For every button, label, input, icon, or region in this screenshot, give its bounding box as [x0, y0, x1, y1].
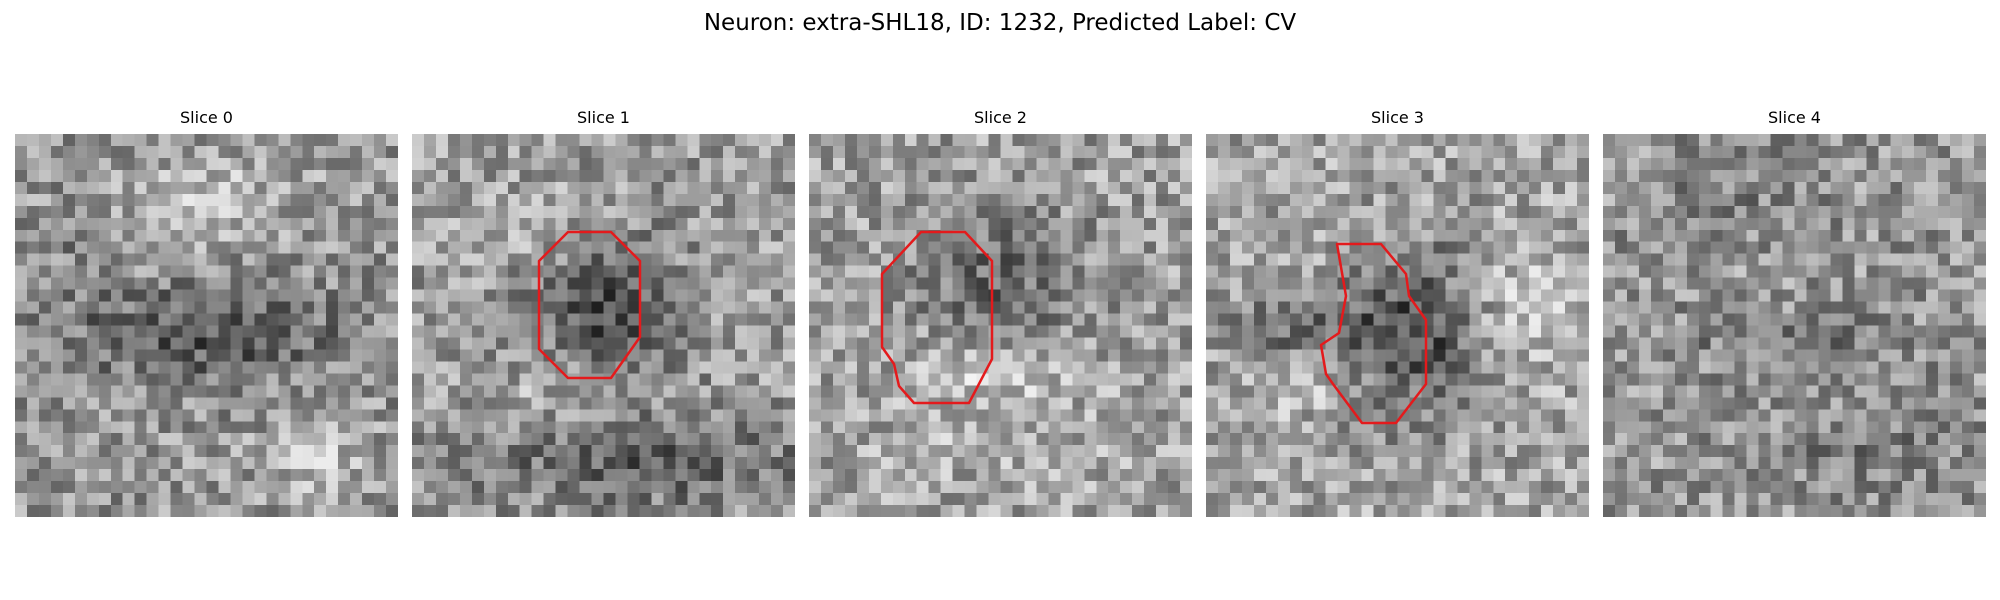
slice-image-2 [809, 134, 1192, 517]
slice-title-1: Slice 1 [412, 108, 795, 128]
slice-svg-3 [1206, 134, 1589, 517]
slice-panel-3: Slice 3 [1206, 108, 1589, 128]
slice-image-0 [15, 134, 398, 517]
slice-title-0: Slice 0 [15, 108, 398, 128]
slice-panel-1: Slice 1 [412, 108, 795, 128]
slice-image-4 [1603, 134, 1986, 517]
pixel-grid [15, 134, 398, 517]
slice-svg-2 [809, 134, 1192, 517]
pixel-grid [1206, 134, 1589, 517]
pixel-grid [1603, 134, 1986, 517]
slice-title-4: Slice 4 [1603, 108, 1986, 128]
pixel-grid [412, 134, 795, 517]
slice-panel-2: Slice 2 [809, 108, 1192, 128]
slice-title-2: Slice 2 [809, 108, 1192, 128]
figure-title: Neuron: extra-SHL18, ID: 1232, Predicted… [0, 8, 2000, 38]
slice-title-3: Slice 3 [1206, 108, 1589, 128]
slice-image-1 [412, 134, 795, 517]
pixel-grid [809, 134, 1192, 517]
slice-image-3 [1206, 134, 1589, 517]
slice-svg-0 [15, 134, 398, 517]
slice-svg-1 [412, 134, 795, 517]
slice-panel-0: Slice 0 [15, 108, 398, 128]
slice-panel-4: Slice 4 [1603, 108, 1986, 128]
slice-svg-4 [1603, 134, 1986, 517]
